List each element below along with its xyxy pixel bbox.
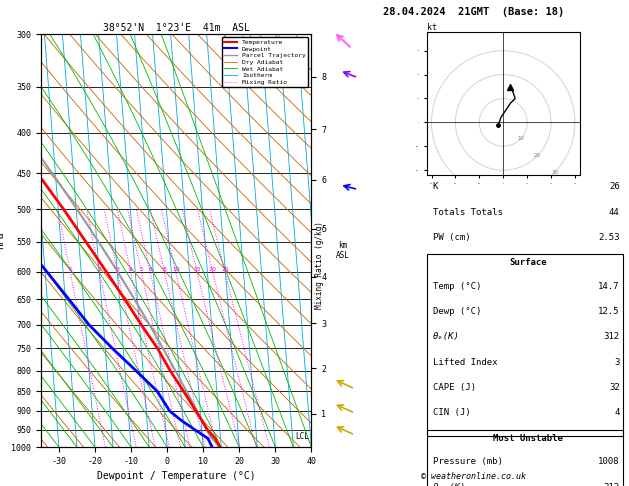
Y-axis label: km
ASL: km ASL [336, 241, 350, 260]
Text: θₑ (K): θₑ (K) [433, 483, 465, 486]
Text: 15: 15 [193, 267, 201, 273]
Text: CAPE (J): CAPE (J) [433, 383, 476, 392]
Text: 30: 30 [551, 170, 559, 175]
Text: 3: 3 [615, 358, 620, 367]
Text: 32: 32 [609, 383, 620, 392]
Text: 20: 20 [209, 267, 216, 273]
Text: Mixing Ratio (g/kg): Mixing Ratio (g/kg) [314, 221, 323, 309]
Text: 26: 26 [609, 182, 620, 191]
Text: 1: 1 [69, 267, 72, 273]
Text: © weatheronline.co.uk: © weatheronline.co.uk [421, 472, 526, 481]
Text: 2: 2 [97, 267, 101, 273]
Text: CIN (J): CIN (J) [433, 408, 470, 417]
Text: PW (cm): PW (cm) [433, 233, 470, 242]
Title: 38°52'N  1°23'E  41m  ASL: 38°52'N 1°23'E 41m ASL [103, 23, 250, 33]
Text: 312: 312 [604, 483, 620, 486]
Text: 44: 44 [609, 208, 620, 217]
Bar [426, 254, 623, 436]
Text: Surface: Surface [509, 258, 547, 267]
Text: 2.53: 2.53 [598, 233, 620, 242]
Text: Temp (°C): Temp (°C) [433, 282, 481, 291]
Text: 5: 5 [140, 267, 143, 273]
Text: 10: 10 [517, 136, 524, 140]
Text: 4: 4 [129, 267, 133, 273]
Text: 4: 4 [615, 408, 620, 417]
Text: 8: 8 [162, 267, 167, 273]
Text: Dewp (°C): Dewp (°C) [433, 307, 481, 316]
Text: Pressure (mb): Pressure (mb) [433, 457, 503, 467]
Y-axis label: hPa: hPa [0, 232, 6, 249]
X-axis label: Dewpoint / Temperature (°C): Dewpoint / Temperature (°C) [97, 471, 255, 482]
Text: K: K [433, 182, 438, 191]
Text: 28.04.2024  21GMT  (Base: 18): 28.04.2024 21GMT (Base: 18) [382, 7, 564, 17]
Bar [426, 430, 623, 486]
Text: 3: 3 [116, 267, 120, 273]
Text: 14.7: 14.7 [598, 282, 620, 291]
Text: kt: kt [426, 22, 437, 32]
Text: Totals Totals: Totals Totals [433, 208, 503, 217]
Text: 312: 312 [604, 332, 620, 342]
Text: 25: 25 [221, 267, 229, 273]
Text: 10: 10 [172, 267, 180, 273]
Text: LCL: LCL [296, 432, 309, 441]
Text: Most Unstable: Most Unstable [493, 434, 563, 443]
Text: θₑ(K): θₑ(K) [433, 332, 460, 342]
Text: 1008: 1008 [598, 457, 620, 467]
Text: 20: 20 [534, 153, 541, 158]
Text: 12.5: 12.5 [598, 307, 620, 316]
Text: 6: 6 [148, 267, 152, 273]
Legend: Temperature, Dewpoint, Parcel Trajectory, Dry Adiabat, Wet Adiabat, Isotherm, Mi: Temperature, Dewpoint, Parcel Trajectory… [222, 37, 308, 87]
Text: Lifted Index: Lifted Index [433, 358, 498, 367]
